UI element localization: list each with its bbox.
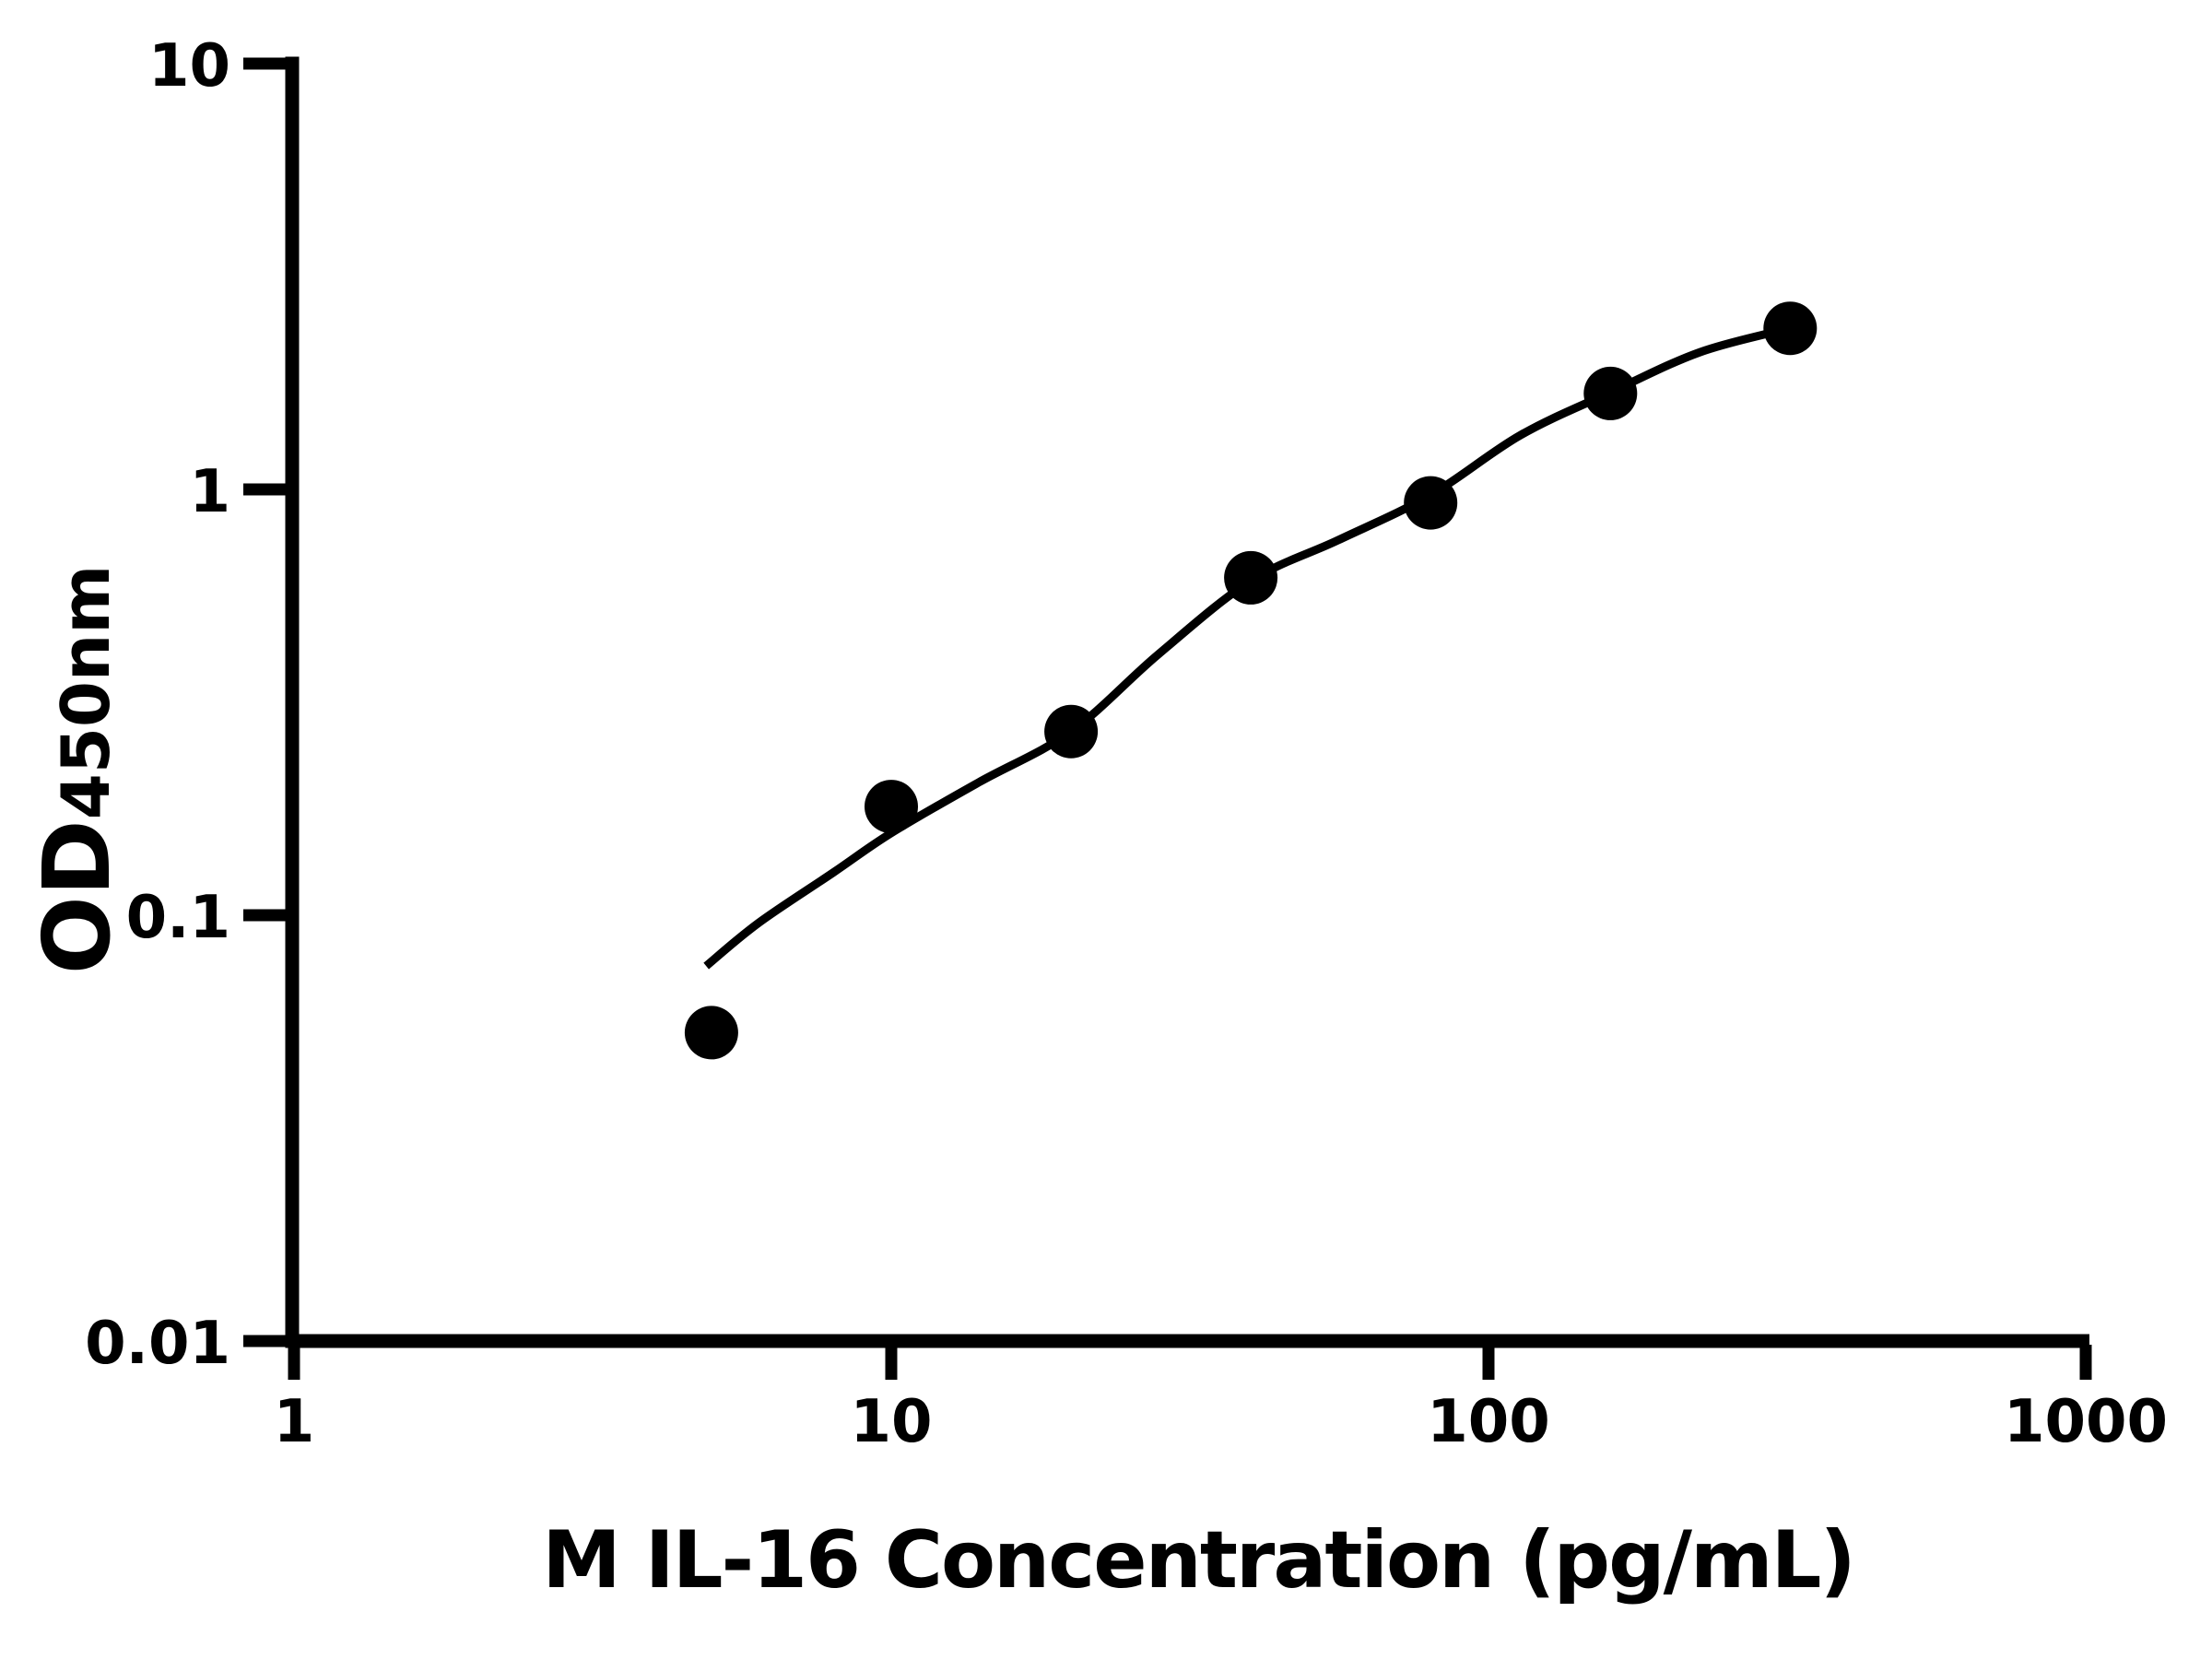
y-axis-title: OD450nm xyxy=(23,565,131,975)
data-point xyxy=(1583,366,1638,420)
y-axis-title-main: OD xyxy=(23,819,131,974)
axes xyxy=(285,56,2089,1348)
y-tick-label: 0.1 xyxy=(126,884,230,952)
x-axis-title: M IL-16 Concentration (pg/mL) xyxy=(542,1514,1854,1606)
data-points xyxy=(684,301,1818,1060)
x-tick-label: 100 xyxy=(1427,1388,1550,1456)
y-tick-label: 1 xyxy=(189,458,230,526)
y-tick-label: 10 xyxy=(148,32,230,100)
x-axis-ticks: 1 10 100 1000 xyxy=(274,1345,2168,1456)
y-axis-ticks: 10 1 0.1 0.01 xyxy=(85,32,290,1378)
x-tick-label: 1 xyxy=(274,1388,315,1456)
y-tick-label: 0.01 xyxy=(85,1310,230,1378)
data-point xyxy=(684,1006,738,1060)
x-tick-label: 1000 xyxy=(2004,1388,2168,1456)
data-point xyxy=(1044,704,1099,759)
data-point xyxy=(1404,476,1458,530)
x-tick-label: 10 xyxy=(850,1388,932,1456)
fit-curve-line xyxy=(703,324,1792,970)
y-axis-title-sub: 450nm xyxy=(47,565,124,820)
data-point xyxy=(1763,301,1818,356)
data-point xyxy=(865,780,918,834)
data-point xyxy=(1224,550,1278,605)
